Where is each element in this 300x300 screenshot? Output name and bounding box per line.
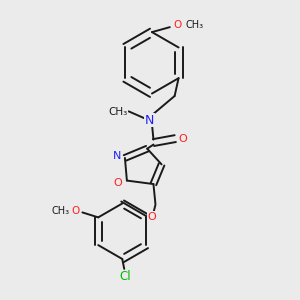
Text: CH₃: CH₃ <box>52 206 70 216</box>
Text: Cl: Cl <box>119 270 131 283</box>
Text: CH₃: CH₃ <box>185 20 204 30</box>
Text: O: O <box>174 20 182 30</box>
Text: O: O <box>71 206 80 216</box>
Text: O: O <box>178 134 187 144</box>
Text: CH₃: CH₃ <box>108 107 128 117</box>
Text: N: N <box>145 114 154 127</box>
Text: O: O <box>147 212 156 222</box>
Text: O: O <box>114 178 122 188</box>
Text: N: N <box>113 151 121 161</box>
